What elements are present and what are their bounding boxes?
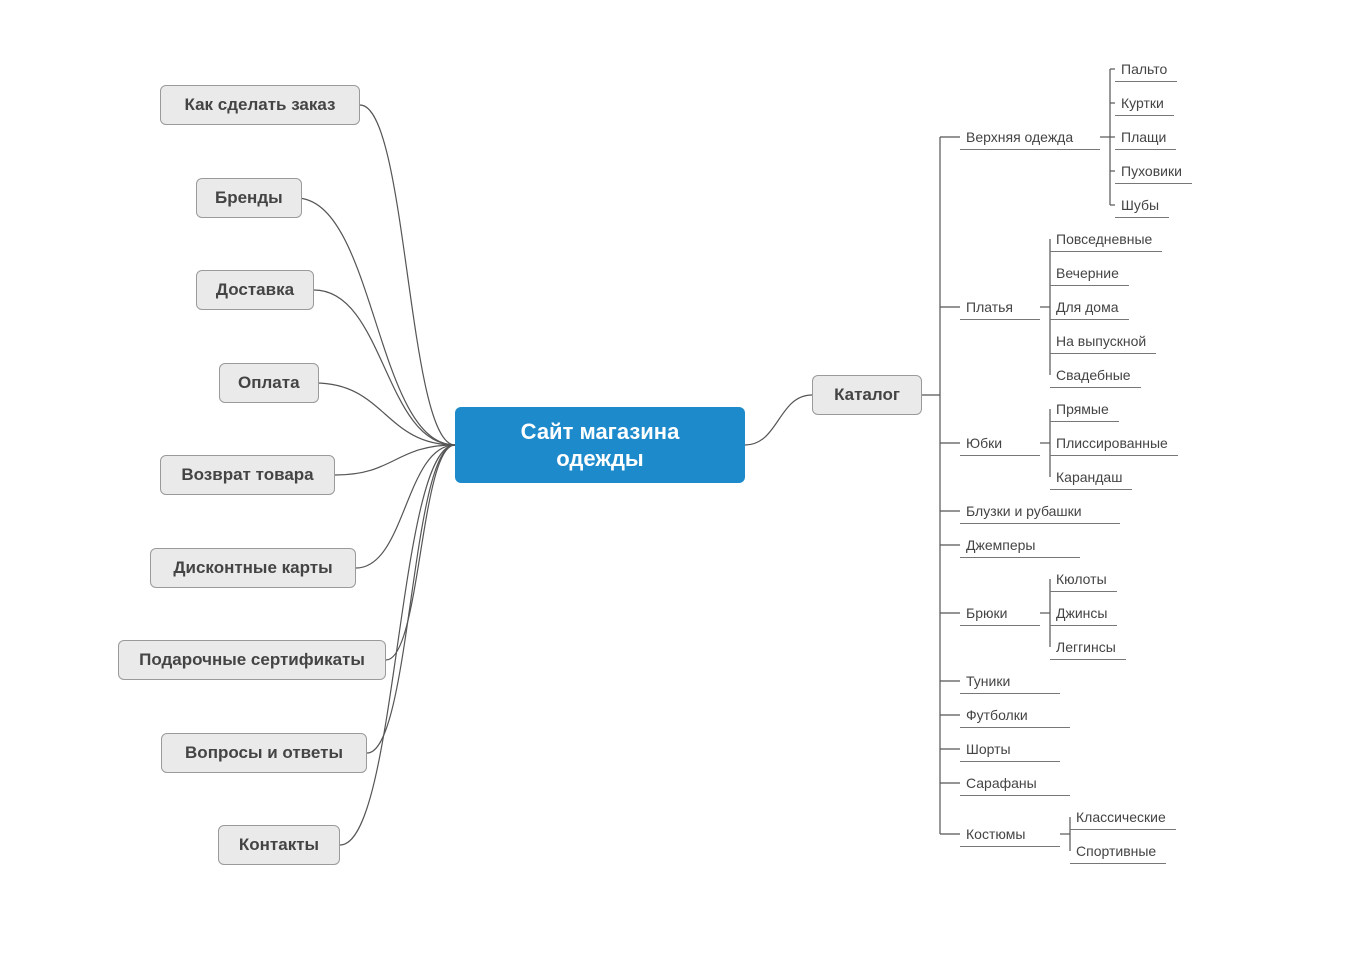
label: Шорты	[966, 741, 1011, 757]
label: Карандаш	[1056, 469, 1122, 485]
label: Прямые	[1056, 401, 1109, 417]
label: Пальто	[1121, 61, 1167, 77]
leaf-pleated: Плиссированные	[1050, 431, 1178, 456]
label: Свадебные	[1056, 367, 1131, 383]
node-discount-cards: Дисконтные карты	[150, 548, 356, 588]
root-label-line2: одежды	[556, 446, 643, 471]
leaf-evening: Вечерние	[1050, 261, 1129, 286]
leaf-wedding: Свадебные	[1050, 363, 1141, 388]
label: Джинсы	[1056, 605, 1107, 621]
leaf-outerwear: Верхняя одежда	[960, 125, 1100, 150]
leaf-classic: Классические	[1070, 805, 1176, 830]
label: Как сделать заказ	[184, 95, 335, 114]
leaf-home: Для дома	[1050, 295, 1129, 320]
node-payment: Оплата	[219, 363, 319, 403]
label: Вечерние	[1056, 265, 1119, 281]
label: Куртки	[1121, 95, 1164, 111]
label: Пуховики	[1121, 163, 1182, 179]
leaf-straight: Прямые	[1050, 397, 1119, 422]
label: Футболки	[966, 707, 1028, 723]
label: Оплата	[238, 373, 300, 392]
label: Повседневные	[1056, 231, 1152, 247]
node-how-to-order: Как сделать заказ	[160, 85, 360, 125]
label: Блузки и рубашки	[966, 503, 1082, 519]
label: Контакты	[239, 835, 319, 854]
label: Брюки	[966, 605, 1007, 621]
label: На выпускной	[1056, 333, 1146, 349]
node-gift-certificates: Подарочные сертификаты	[118, 640, 386, 680]
leaf-sarafans: Сарафаны	[960, 771, 1070, 796]
label: Платья	[966, 299, 1013, 315]
leaf-jackets: Куртки	[1115, 91, 1174, 116]
label: Для дома	[1056, 299, 1119, 315]
root-node: Сайт магазина одежды	[455, 407, 745, 483]
leaf-suits: Костюмы	[960, 822, 1060, 847]
label: Каталог	[834, 385, 900, 404]
leaf-pencil: Карандаш	[1050, 465, 1132, 490]
leaf-casual: Повседневные	[1050, 227, 1162, 252]
leaf-tunics: Туники	[960, 669, 1060, 694]
leaf-dresses: Платья	[960, 295, 1040, 320]
leaf-jumpers: Джемперы	[960, 533, 1080, 558]
label: Классические	[1076, 809, 1166, 825]
root-label-line1: Сайт магазина	[521, 419, 680, 444]
leaf-sport: Спортивные	[1070, 839, 1166, 864]
leaf-pants: Брюки	[960, 601, 1040, 626]
label: Леггинсы	[1056, 639, 1116, 655]
label: Кюлоты	[1056, 571, 1107, 587]
label: Юбки	[966, 435, 1002, 451]
node-catalog: Каталог	[812, 375, 922, 415]
label: Бренды	[215, 188, 283, 207]
label: Шубы	[1121, 197, 1159, 213]
leaf-blouses: Блузки и рубашки	[960, 499, 1120, 524]
leaf-prom: На выпускной	[1050, 329, 1156, 354]
leaf-puffers: Пуховики	[1115, 159, 1192, 184]
label: Верхняя одежда	[966, 129, 1073, 145]
label: Доставка	[216, 280, 294, 299]
label: Вопросы и ответы	[185, 743, 343, 762]
label: Сарафаны	[966, 775, 1037, 791]
node-delivery: Доставка	[196, 270, 314, 310]
label: Плиссированные	[1056, 435, 1168, 451]
label: Костюмы	[966, 826, 1025, 842]
leaf-culottes: Кюлоты	[1050, 567, 1117, 592]
leaf-skirts: Юбки	[960, 431, 1040, 456]
label: Возврат товара	[181, 465, 313, 484]
label: Джемперы	[966, 537, 1035, 553]
leaf-leggings: Леггинсы	[1050, 635, 1126, 660]
leaf-shorts: Шорты	[960, 737, 1060, 762]
label: Подарочные сертификаты	[139, 650, 365, 669]
leaf-fur-coats: Шубы	[1115, 193, 1169, 218]
label: Туники	[966, 673, 1010, 689]
node-brands: Бренды	[196, 178, 302, 218]
leaf-jeans: Джинсы	[1050, 601, 1117, 626]
label: Плащи	[1121, 129, 1166, 145]
node-contacts: Контакты	[218, 825, 340, 865]
label: Дисконтные карты	[173, 558, 332, 577]
leaf-tshirts: Футболки	[960, 703, 1070, 728]
node-return: Возврат товара	[160, 455, 335, 495]
mindmap-canvas: Сайт магазина одежды Как сделать заказ Б…	[0, 0, 1360, 960]
leaf-coat: Пальто	[1115, 57, 1177, 82]
label: Спортивные	[1076, 843, 1156, 859]
node-faq: Вопросы и ответы	[161, 733, 367, 773]
leaf-cloaks: Плащи	[1115, 125, 1176, 150]
